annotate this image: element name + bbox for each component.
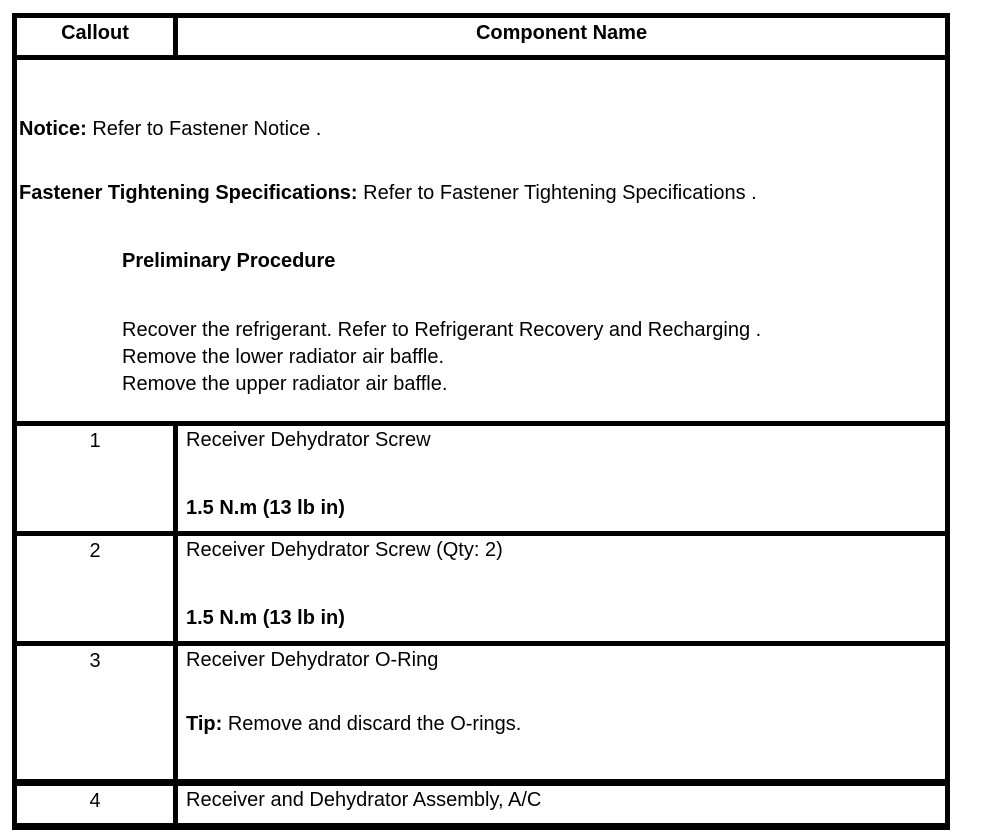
torque-spec: 1.5 N.m (13 lb in) xyxy=(186,497,345,519)
table-header-row: Callout Component Name xyxy=(12,13,950,60)
component-name: Receiver Dehydrator Screw xyxy=(186,429,431,451)
table-row: 4 Receiver and Dehydrator Assembly, A/C xyxy=(12,779,950,830)
step-line: Remove the upper radiator air baffle. xyxy=(122,373,448,395)
preliminary-steps: Recover the refrigerant. Refer to Refrig… xyxy=(122,317,939,398)
table-row: 2 Receiver Dehydrator Screw (Qty: 2) 1.5… xyxy=(12,531,950,646)
tip-line: Tip: Remove and discard the O-rings. xyxy=(186,711,937,738)
notice-label: Notice: xyxy=(19,118,87,140)
component-cell: Receiver Dehydrator Screw (Qty: 2) 1.5 N… xyxy=(173,531,950,646)
component-cell: Receiver Dehydrator Screw 1.5 N.m (13 lb… xyxy=(173,421,950,536)
preliminary-procedure-title: Preliminary Procedure xyxy=(122,250,336,272)
callout-number: 2 xyxy=(12,531,178,646)
fastener-spec-label: Fastener Tightening Specifications: xyxy=(19,182,358,204)
callout-number: 3 xyxy=(12,641,178,785)
fastener-spec-text: Refer to Fastener Tightening Specificati… xyxy=(357,182,757,204)
table-row: 1 Receiver Dehydrator Screw 1.5 N.m (13 … xyxy=(12,421,950,536)
callout-number: 1 xyxy=(12,421,178,536)
notice-cell: Notice: Refer to Fastener Notice . Faste… xyxy=(12,55,950,426)
component-cell: Receiver and Dehydrator Assembly, A/C xyxy=(173,779,950,830)
fastener-spec-line: Fastener Tightening Specifications: Refe… xyxy=(19,180,940,207)
header-callout: Callout xyxy=(12,13,178,60)
callout-number: 4 xyxy=(12,779,178,830)
notice-row: Notice: Refer to Fastener Notice . Faste… xyxy=(12,55,950,426)
torque-spec: 1.5 N.m (13 lb in) xyxy=(186,607,345,629)
component-callout-table: Callout Component Name Notice: Refer to … xyxy=(12,13,950,830)
table-row: 3 Receiver Dehydrator O-Ring Tip: Remove… xyxy=(12,641,950,785)
component-name: Receiver and Dehydrator Assembly, A/C xyxy=(186,789,542,812)
tip-text: Remove and discard the O-rings. xyxy=(222,713,522,735)
tip-label: Tip: xyxy=(186,713,223,735)
component-cell: Receiver Dehydrator O-Ring Tip: Remove a… xyxy=(173,641,950,785)
header-component-name: Component Name xyxy=(173,13,950,60)
component-name: Receiver Dehydrator Screw (Qty: 2) xyxy=(186,539,503,561)
step-line: Remove the lower radiator air baffle. xyxy=(122,346,445,368)
fastener-notice-line: Notice: Refer to Fastener Notice . xyxy=(19,116,940,143)
component-name: Receiver Dehydrator O-Ring xyxy=(186,649,439,671)
notice-text: Refer to Fastener Notice . xyxy=(86,118,322,140)
step-line: Recover the refrigerant. Refer to Refrig… xyxy=(122,319,762,341)
